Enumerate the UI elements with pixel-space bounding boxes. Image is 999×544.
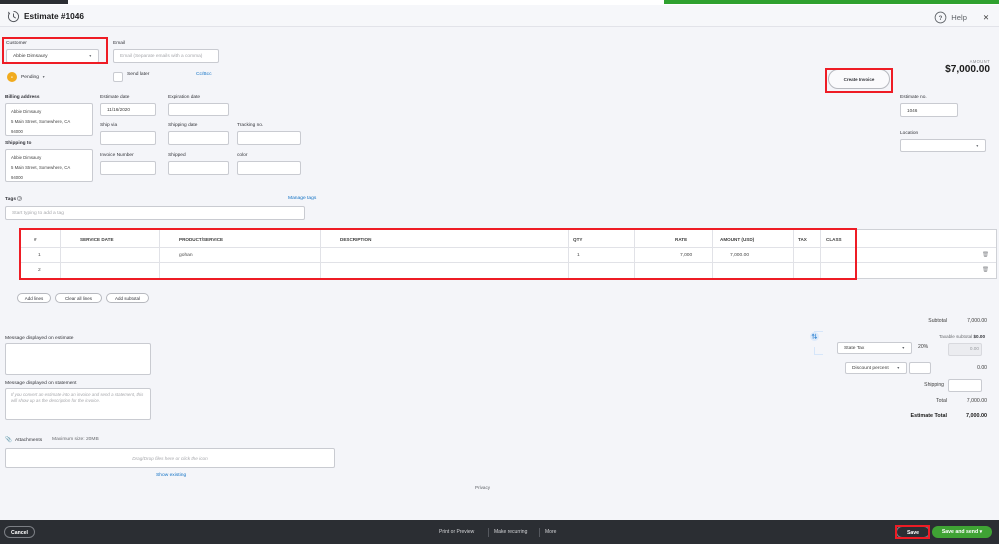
svg-text:?: ?: [939, 15, 943, 22]
